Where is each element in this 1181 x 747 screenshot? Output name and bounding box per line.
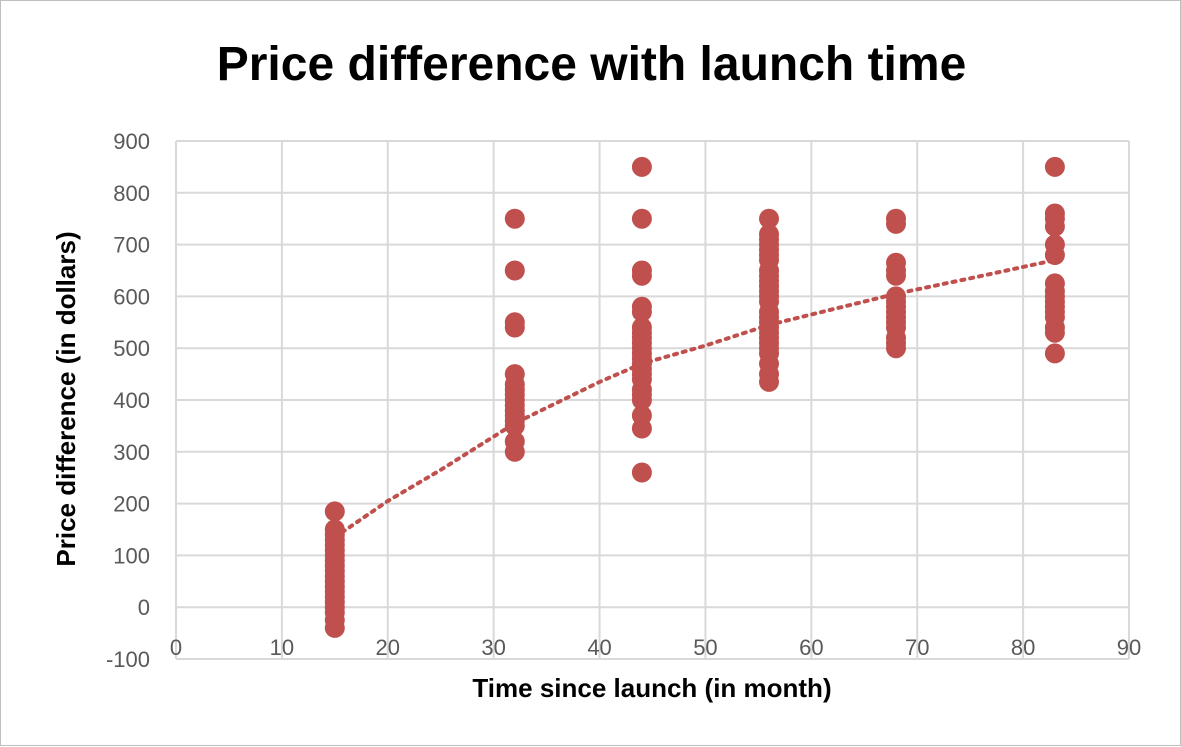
- data-point: [631, 156, 652, 177]
- x-axis-ticks: 0 10 20 30 40 50 60 70 80 90: [170, 635, 1141, 660]
- chart-title: Price difference with launch time: [216, 38, 967, 91]
- data-points: [324, 156, 1065, 638]
- data-point: [631, 462, 652, 483]
- y-tick-label: 800: [113, 181, 150, 206]
- data-point: [1044, 343, 1065, 364]
- data-point: [886, 265, 906, 286]
- x-tick-label: 30: [481, 635, 505, 660]
- x-tick-label: 50: [693, 635, 717, 660]
- data-point: [886, 213, 906, 234]
- x-tick-label: 10: [270, 635, 294, 660]
- data-point: [631, 390, 652, 410]
- data-point: [1044, 245, 1065, 265]
- data-point: [504, 260, 525, 281]
- y-tick-label: 0: [138, 595, 150, 620]
- data-point: [324, 617, 345, 638]
- data-point: [1044, 322, 1065, 343]
- y-tick-label: 600: [113, 284, 150, 309]
- x-tick-label: 80: [1011, 635, 1035, 660]
- x-tick-label: 60: [799, 635, 823, 660]
- gridlines: [175, 140, 1130, 660]
- data-point: [759, 371, 779, 392]
- data-point: [631, 301, 652, 322]
- data-point: [504, 317, 525, 338]
- x-axis-title: Time since launch (in month): [472, 673, 831, 703]
- data-point: [504, 441, 525, 462]
- x-tick-label: 0: [170, 635, 182, 660]
- x-tick-label: 20: [376, 635, 400, 660]
- y-axis-ticks: -100 0 100 200 300 400 500 600 700 800 900: [106, 129, 150, 672]
- data-point: [504, 208, 525, 229]
- data-point: [1044, 156, 1065, 177]
- x-tick-label: 70: [905, 635, 929, 660]
- data-point: [631, 208, 652, 229]
- data-point: [1044, 216, 1065, 237]
- y-tick-label: 500: [113, 336, 150, 361]
- y-tick-label: 300: [113, 440, 150, 465]
- y-tick-label: 100: [113, 543, 150, 568]
- trendline-group: [332, 258, 1057, 540]
- data-point: [631, 418, 652, 439]
- y-tick-label: 900: [113, 129, 150, 154]
- data-point: [886, 338, 906, 359]
- x-tick-label: 90: [1117, 635, 1141, 660]
- data-point: [759, 208, 779, 229]
- y-tick-label: 700: [113, 233, 150, 258]
- data-point: [504, 415, 525, 436]
- y-tick-label: 400: [113, 388, 150, 413]
- x-tick-label: 40: [587, 635, 611, 660]
- y-axis-title: Price difference (in dollars): [51, 231, 81, 566]
- data-point: [631, 265, 652, 286]
- trendline: [332, 258, 1057, 540]
- y-tick-label: 200: [113, 492, 150, 517]
- y-tick-label: -100: [106, 647, 150, 672]
- data-point: [324, 501, 345, 522]
